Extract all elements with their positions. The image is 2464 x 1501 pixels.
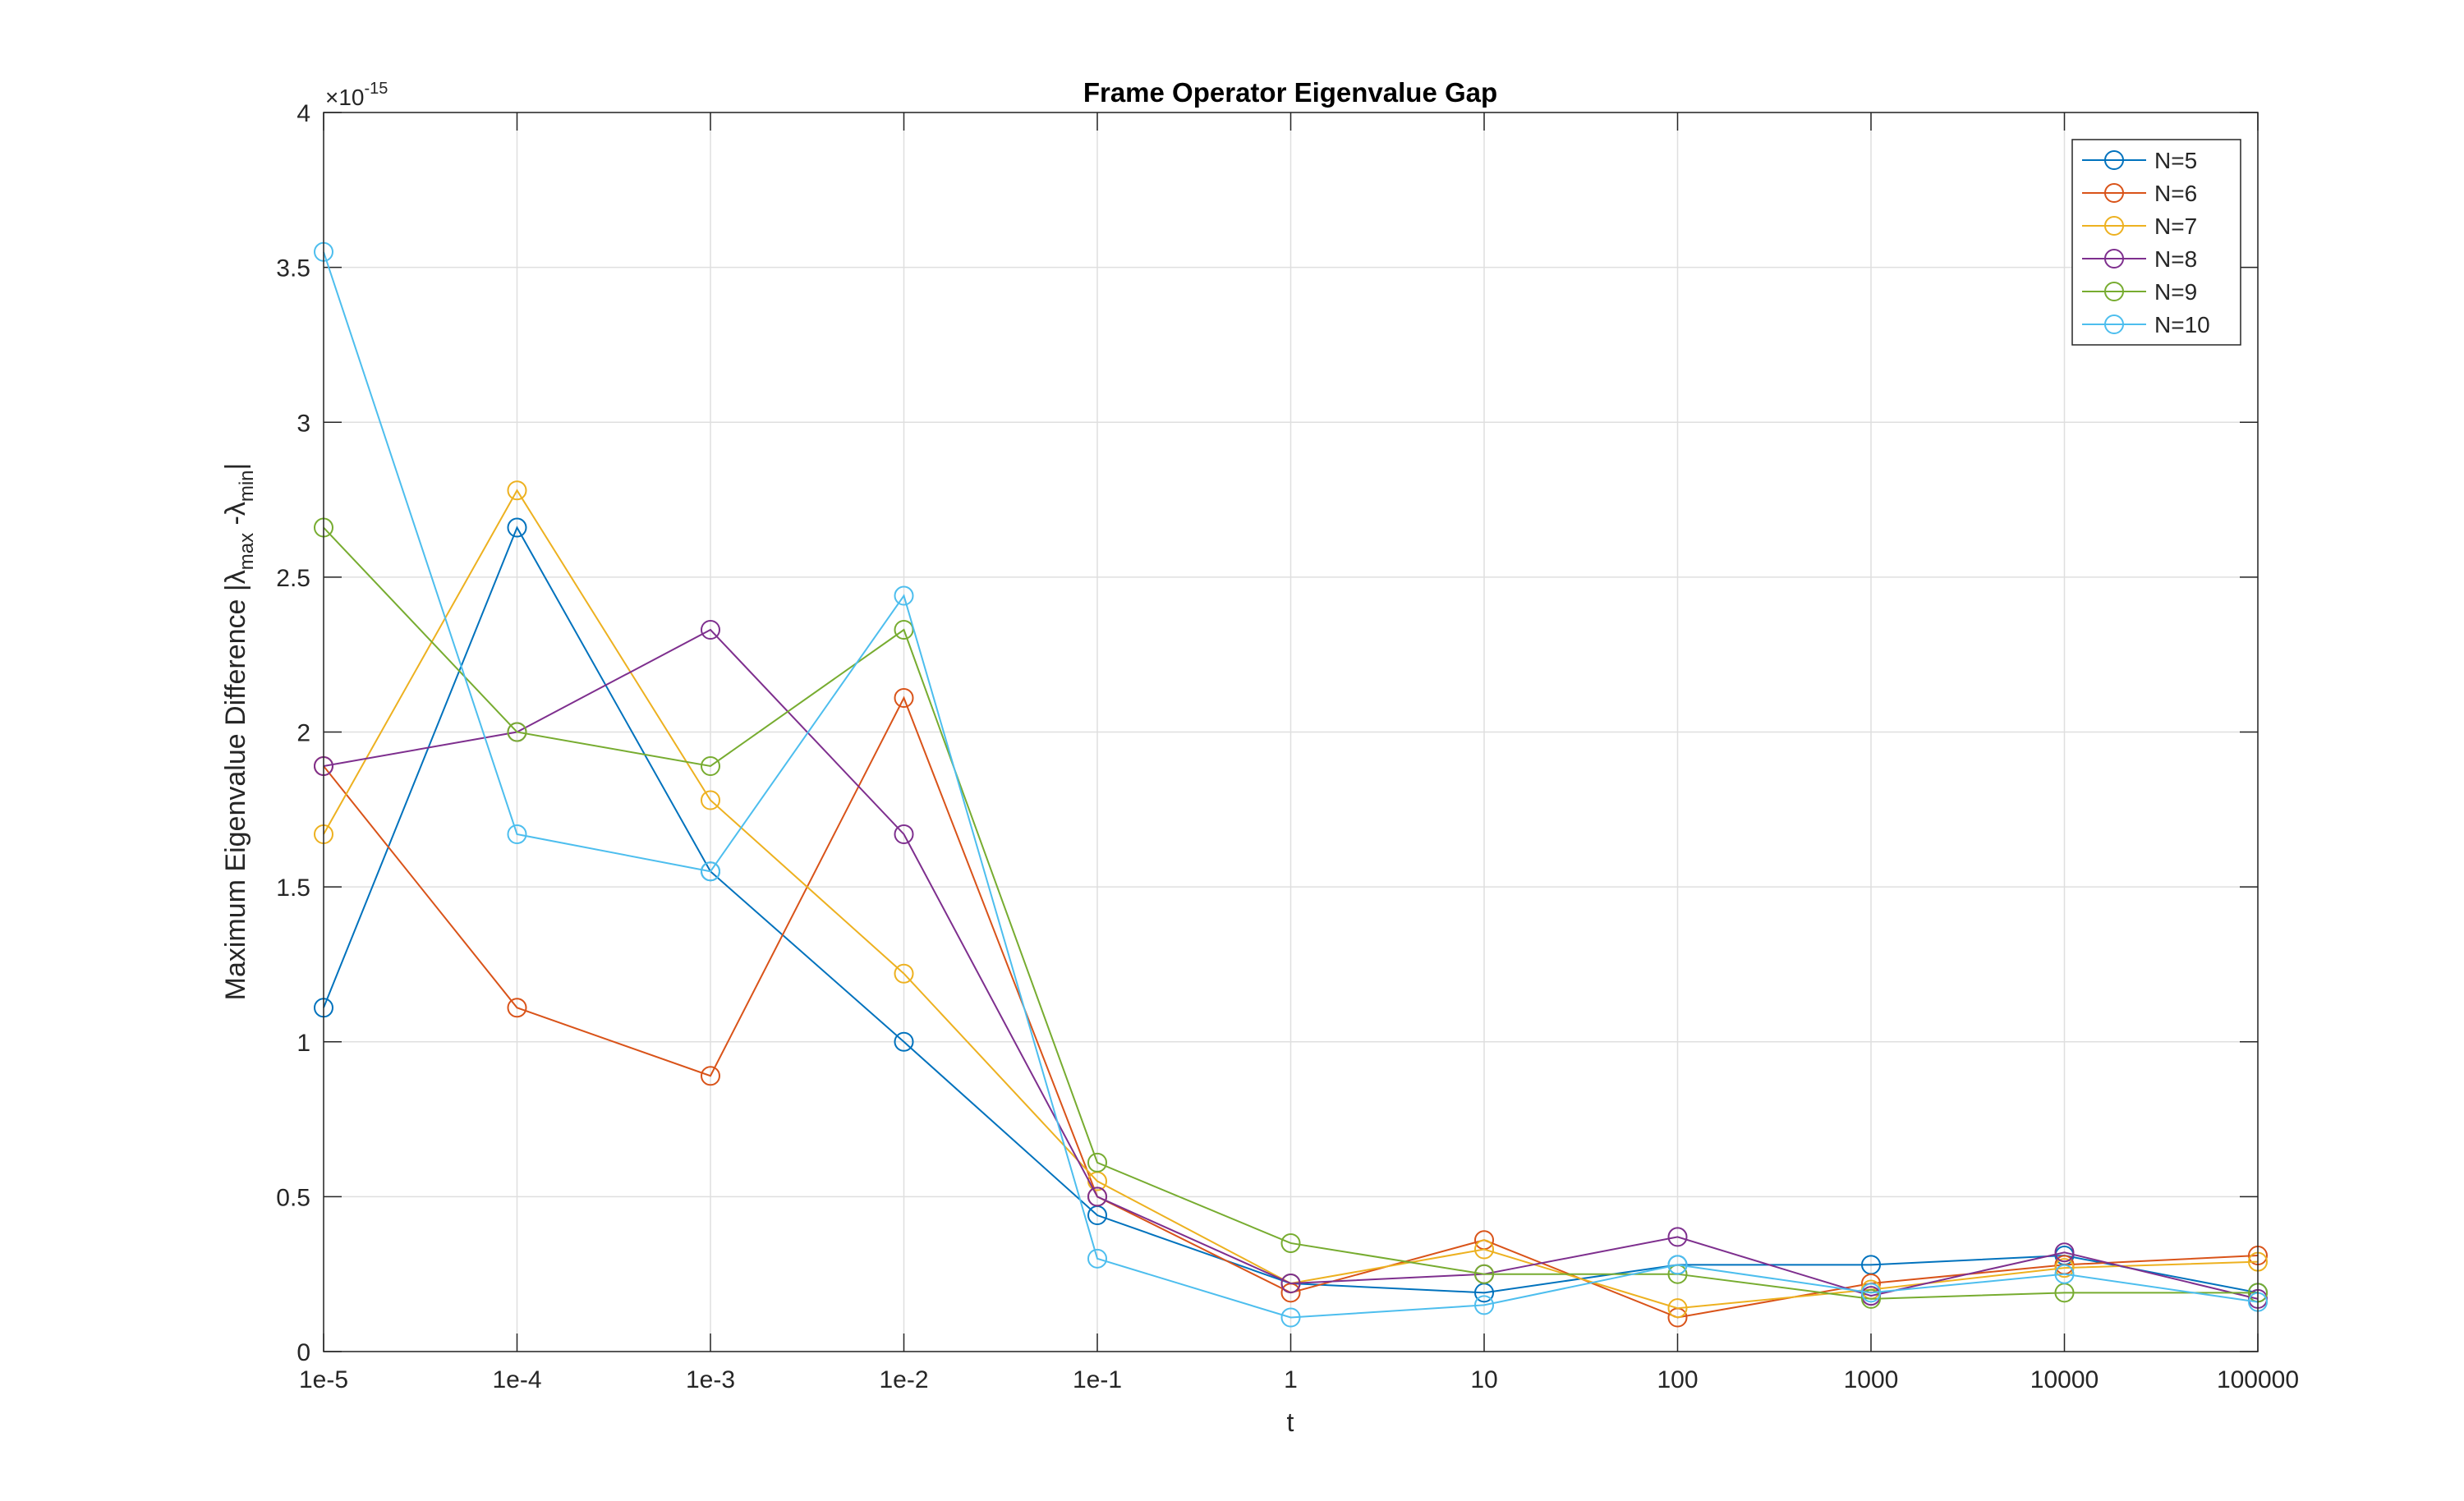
data-point — [507, 998, 527, 1018]
x-tick-label: 10 — [1470, 1366, 1497, 1393]
legend-item: N=6 — [2082, 181, 2197, 206]
legend-label: N=6 — [2154, 181, 2197, 206]
series-6 — [314, 241, 2268, 1328]
plot-frame — [323, 112, 2259, 1352]
y-axis-label-sub-max: max — [236, 533, 258, 570]
data-point — [507, 517, 527, 538]
legend-item: N=5 — [2082, 148, 2197, 173]
x-tick-label: 1e-1 — [1073, 1366, 1122, 1393]
data-point — [701, 790, 720, 810]
y-tick-label: 1 — [297, 1030, 310, 1057]
y-tick-label: 2 — [297, 720, 310, 747]
y-axis-label-main: Maximum Eigenvalue Difference |λ — [220, 570, 251, 1000]
legend-label: N=7 — [2154, 213, 2197, 239]
data-point — [1474, 1264, 1494, 1284]
data-point — [1667, 1227, 1688, 1247]
data-point — [894, 688, 914, 709]
data-point — [1667, 1298, 1688, 1319]
legend-item: N=9 — [2082, 279, 2197, 305]
data-point — [894, 963, 914, 984]
y-tick-label: 3 — [297, 410, 310, 437]
data-point — [701, 1066, 720, 1086]
data-point — [2054, 1258, 2075, 1278]
exponent-base: ×10 — [325, 85, 365, 110]
data-point — [701, 620, 720, 640]
legend-label: N=10 — [2154, 312, 2210, 337]
data-point — [1087, 1187, 1107, 1207]
data-point — [894, 585, 914, 606]
y-tick-label: 1.5 — [276, 874, 310, 902]
exponent-power: -15 — [365, 80, 388, 98]
data-point — [1667, 1255, 1688, 1275]
series-5 — [314, 517, 2268, 1309]
data-point — [1087, 1152, 1107, 1173]
x-tick-label: 1e-2 — [879, 1366, 928, 1393]
y-tick-label: 2.5 — [276, 565, 310, 592]
legend-item: N=7 — [2082, 213, 2197, 239]
data-point — [1280, 1307, 1301, 1328]
data-point — [507, 480, 527, 501]
x-axis-label: t — [1287, 1407, 1294, 1437]
legend-item: N=10 — [2082, 312, 2210, 337]
legend-label: N=8 — [2154, 246, 2197, 272]
data-point — [1861, 1288, 1881, 1309]
x-tick-label: 100 — [1657, 1366, 1698, 1393]
data-point — [1861, 1283, 1881, 1303]
y-axis-label: Maximum Eigenvalue Difference |λmax -λmi… — [220, 463, 258, 1001]
legend-item: N=8 — [2082, 246, 2197, 272]
data-point — [701, 861, 720, 882]
y-axis-label-sub-min: min — [236, 470, 258, 502]
legend-label: N=5 — [2154, 148, 2197, 173]
data-point — [894, 824, 914, 844]
x-tick-label: 100000 — [2217, 1366, 2299, 1393]
legend-marker — [2104, 150, 2124, 170]
data-point — [894, 1031, 914, 1052]
legend-marker — [2104, 183, 2124, 203]
data-point — [1474, 1239, 1494, 1260]
x-tick-label: 1e-4 — [492, 1366, 541, 1393]
series-line — [323, 251, 2259, 1319]
legend-marker — [2104, 282, 2124, 301]
chart-title: Frame Operator Eigenvalue Gap — [1083, 77, 1497, 108]
data-point — [1474, 1295, 1494, 1315]
data-point — [2054, 1242, 2075, 1263]
legend-box — [2071, 139, 2241, 346]
y-axis-label-mid: -λ — [220, 502, 251, 533]
y-tick-label: 4 — [297, 100, 310, 127]
legend: N=5 N=6 N=7 N=8 N=9 N=10 — [2071, 139, 2241, 346]
data-point — [894, 620, 914, 640]
legend-marker — [2104, 249, 2124, 269]
x-tick-label: 1 — [1284, 1366, 1298, 1393]
legend-marker — [2104, 216, 2124, 236]
data-point — [1280, 1232, 1301, 1253]
axis-ticks: 1e-5 1e-4 1e-3 1e-2 1e-1 1 10 100 1000 10000 10000… — [276, 100, 2299, 1393]
exponent-label: ×10-15 — [325, 80, 388, 110]
x-tick-label: 1000 — [1844, 1366, 1899, 1393]
data-point — [507, 722, 527, 742]
legend-marker — [2104, 314, 2124, 334]
series-line — [323, 526, 2258, 1300]
data-point — [1280, 1274, 1301, 1294]
x-tick-label: 1e-5 — [299, 1366, 348, 1393]
series-line — [323, 628, 2259, 1300]
data-point — [507, 824, 527, 844]
data-point — [701, 755, 720, 776]
x-tick-label: 10000 — [2030, 1366, 2099, 1393]
legend-label: N=9 — [2154, 279, 2197, 305]
data-point — [1087, 1248, 1107, 1269]
y-tick-label: 0 — [297, 1339, 310, 1366]
y-tick-label: 0.5 — [276, 1184, 310, 1211]
y-tick-label: 3.5 — [276, 255, 310, 282]
x-tick-label: 1e-3 — [686, 1366, 735, 1393]
data-point — [2054, 1264, 2075, 1284]
y-axis-label-end: | — [220, 463, 251, 470]
